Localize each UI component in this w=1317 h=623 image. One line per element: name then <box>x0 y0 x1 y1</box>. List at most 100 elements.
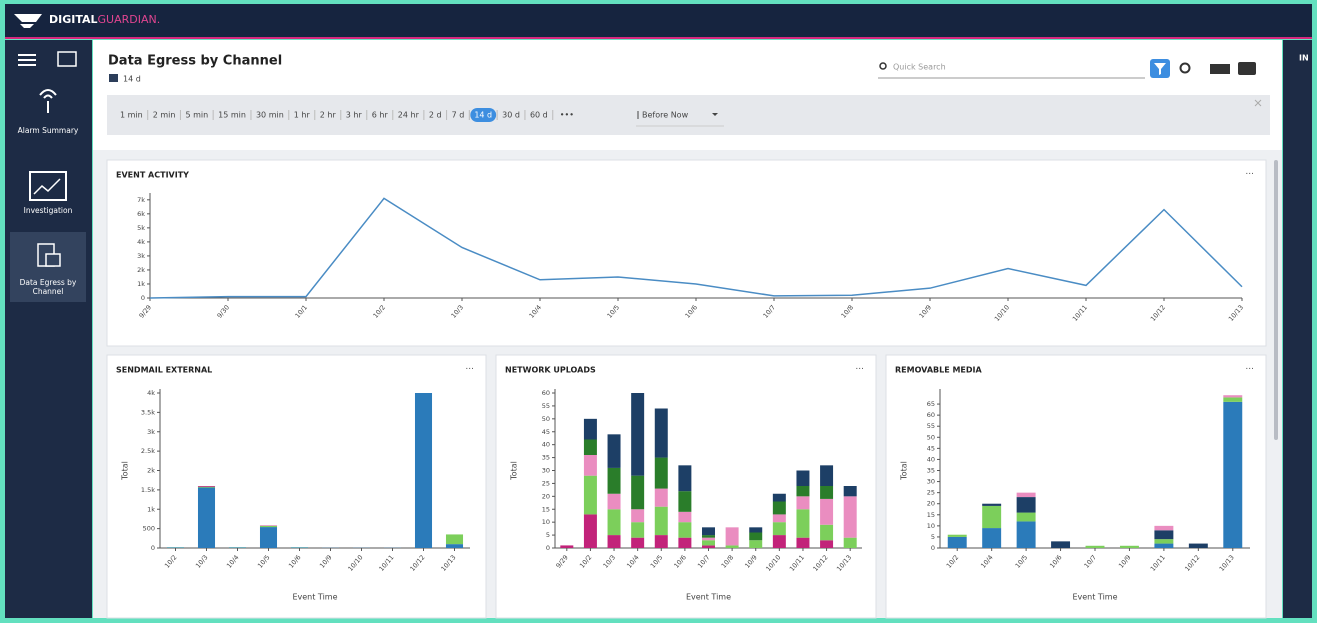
y-tick-label: 30 <box>927 478 935 486</box>
dropdown-caret <box>712 113 718 116</box>
y-tick-label: 1.5k <box>141 486 155 494</box>
time-option[interactable]: 3 hr <box>346 111 363 120</box>
time-option[interactable]: 1 min <box>120 111 143 120</box>
sidebar-item-0[interactable]: Alarm Summary <box>10 126 86 146</box>
time-option[interactable]: 24 hr <box>398 111 420 120</box>
y-axis-label: Total <box>900 461 909 481</box>
bar-segment <box>654 457 668 489</box>
alarm-icon[interactable] <box>39 89 57 113</box>
bar-segment <box>749 540 763 548</box>
time-option[interactable]: 30 d <box>502 111 520 120</box>
bar-segment <box>290 547 309 548</box>
page-title: Data Egress by Channel <box>108 54 282 69</box>
bar-segment <box>772 501 786 515</box>
y-tick-label: 6k <box>137 210 145 218</box>
sidebar-item-1[interactable]: Investigation <box>10 206 86 226</box>
y-tick-label: 2.5k <box>141 447 155 455</box>
bar-segment <box>982 503 1002 506</box>
bar-segment <box>702 540 715 546</box>
bar-segment <box>1154 525 1174 531</box>
y-tick-label: 55 <box>927 422 935 430</box>
bar-segment <box>982 505 1002 529</box>
users-button[interactable] <box>1210 64 1230 74</box>
panel <box>885 354 1267 619</box>
y-axis-label: Total <box>510 461 519 481</box>
y-tick-label: 2k <box>147 467 155 475</box>
bar-segment <box>725 545 739 548</box>
search-input[interactable]: Quick Search <box>893 63 946 72</box>
y-tick-label: 4k <box>137 238 145 246</box>
time-option[interactable]: 30 min <box>256 111 284 120</box>
time-option[interactable]: 5 min <box>185 111 208 120</box>
time-option[interactable]: 14 d <box>474 111 492 120</box>
y-tick-label: 500 <box>143 525 155 533</box>
scrollbar[interactable] <box>1274 160 1278 440</box>
bar-segment <box>1085 545 1105 548</box>
bar-segment <box>1223 401 1243 548</box>
bar-segment <box>702 535 715 538</box>
relative-select[interactable]: Before Now <box>642 111 689 120</box>
bar-segment <box>1188 543 1208 548</box>
time-option[interactable]: 2 d <box>429 111 442 120</box>
bar-segment <box>702 527 715 536</box>
time-option[interactable]: 60 d <box>530 111 548 120</box>
panel-title: EVENT ACTIVITY <box>116 171 189 180</box>
y-tick-label: 20 <box>542 492 550 500</box>
bar-segment <box>607 535 621 548</box>
panel-title: NETWORK UPLOADS <box>505 366 596 375</box>
more-options[interactable]: ••• <box>560 111 574 120</box>
menu-icon[interactable] <box>18 54 36 66</box>
logo-b: GUARDIAN. <box>98 13 161 26</box>
panel-menu[interactable]: ··· <box>855 365 864 375</box>
range-label: 14 d <box>123 75 141 84</box>
sidebar-item-2[interactable]: Data Egress by Channel <box>18 278 78 302</box>
bar-segment <box>678 465 692 492</box>
y-tick-label: 50 <box>542 415 550 423</box>
bar-segment <box>772 493 786 502</box>
chart-icon[interactable] <box>57 51 77 67</box>
bar-segment <box>820 524 834 541</box>
bar-segment <box>631 393 645 476</box>
search-icon <box>879 62 887 70</box>
bar-segment <box>678 537 692 548</box>
bar-segment <box>843 496 857 538</box>
time-option[interactable]: 6 hr <box>372 111 389 120</box>
panel-menu[interactable]: ··· <box>1245 170 1254 180</box>
refresh-button[interactable] <box>1179 62 1191 74</box>
bar-segment <box>228 547 247 548</box>
right-rail <box>1283 40 1312 618</box>
panel-menu[interactable]: ··· <box>1245 365 1254 375</box>
bar-segment <box>583 439 597 455</box>
bar-segment <box>772 522 786 536</box>
time-bar <box>107 95 1270 135</box>
egress-icon-b <box>45 253 61 267</box>
time-option[interactable]: 7 d <box>452 111 465 120</box>
time-option[interactable]: 2 hr <box>320 111 337 120</box>
investigation-icon[interactable] <box>29 171 67 201</box>
panel-title: SENDMAIL EXTERNAL <box>116 366 212 375</box>
bar-segment <box>197 487 216 548</box>
logo-a: DIGITAL <box>49 13 98 26</box>
calendar-icon <box>109 74 118 82</box>
y-tick-label: 40 <box>927 455 935 463</box>
panel <box>106 159 1267 347</box>
time-option[interactable]: 15 min <box>218 111 246 120</box>
panel-menu[interactable]: ··· <box>465 365 474 375</box>
y-tick-label: 7k <box>137 196 145 204</box>
bar-segment <box>796 486 810 497</box>
bar-segment <box>749 532 763 541</box>
camera-button[interactable] <box>1238 62 1256 75</box>
bar-segment <box>772 535 786 548</box>
time-option[interactable]: 2 min <box>153 111 176 120</box>
time-option[interactable]: 1 hr <box>294 111 311 120</box>
bar-segment <box>654 535 668 548</box>
y-tick-label: 10 <box>927 522 935 530</box>
x-axis-label: Event Time <box>292 593 337 602</box>
bar-segment <box>702 545 715 548</box>
bar-segment <box>1016 492 1036 498</box>
bar-segment <box>583 455 597 476</box>
y-tick-label: 0 <box>141 294 145 302</box>
bar-segment <box>749 527 763 533</box>
close-button[interactable] <box>1254 99 1262 107</box>
y-tick-label: 4k <box>147 389 155 397</box>
